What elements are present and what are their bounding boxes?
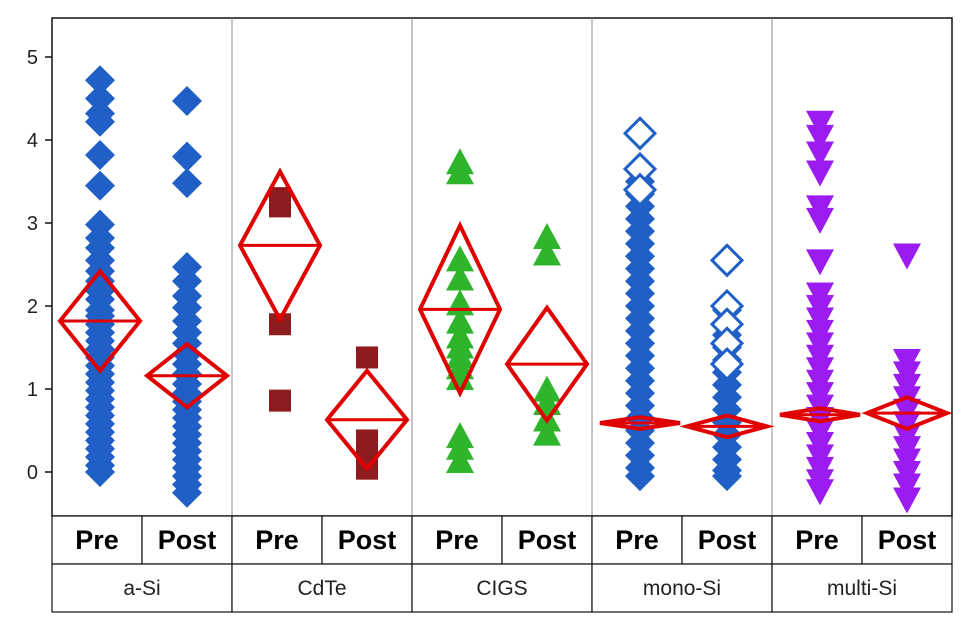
mean-diamond: [599, 415, 681, 431]
data-point: [172, 477, 202, 508]
group-label: CdTe: [297, 577, 346, 600]
period-label-pre: Pre: [795, 525, 839, 555]
mean-diamond: [861, 395, 953, 431]
group-label: CIGS: [476, 577, 527, 600]
mean-diamond: [779, 406, 861, 424]
data-point: [85, 170, 115, 201]
data-point: [446, 433, 474, 460]
data-point: [446, 264, 474, 291]
data-point: [806, 160, 834, 187]
data-point: [446, 245, 474, 272]
period-label-pre: Pre: [255, 525, 299, 555]
data-point: [446, 158, 474, 185]
data-point: [893, 243, 921, 270]
data-point: [533, 419, 561, 446]
period-label-post: Post: [518, 525, 577, 555]
mean-diamond: [324, 367, 410, 472]
data-point: [85, 139, 115, 170]
period-label-pre: Pre: [75, 525, 119, 555]
data-point: [893, 487, 921, 514]
data-point: [172, 85, 202, 116]
data-point: [806, 141, 834, 168]
data-point: [622, 116, 658, 151]
data-point: [709, 346, 745, 382]
data-point: [533, 222, 561, 249]
y-tick-label: 0: [27, 462, 38, 484]
period-label-pre: Pre: [435, 525, 479, 555]
mean-diamond: [57, 267, 143, 374]
group-label: multi-Si: [827, 577, 897, 600]
data-point: [85, 106, 115, 137]
plot-frame: [51, 17, 953, 517]
data-point: [533, 375, 561, 402]
data-point: [269, 313, 291, 336]
y-tick-label: 4: [27, 130, 38, 152]
period-label-post: Post: [338, 525, 397, 555]
period-label-post: Post: [158, 525, 217, 555]
period-cell: [501, 515, 593, 565]
y-tick-label: 1: [27, 379, 38, 401]
data-point: [446, 364, 474, 391]
data-point: [85, 65, 115, 96]
data-point: [622, 172, 658, 207]
data-point: [806, 110, 834, 137]
group-label: a-Si: [123, 577, 160, 600]
data-point: [533, 239, 561, 266]
data-point: [806, 124, 834, 151]
period-cell: [231, 515, 323, 565]
mean-diamond: [417, 220, 503, 398]
data-point: [269, 195, 291, 218]
data-point: [806, 249, 834, 276]
period-label-post: Post: [698, 525, 757, 555]
data-point: [625, 461, 655, 492]
period-label-pre: Pre: [615, 525, 659, 555]
period-cell: [51, 515, 143, 565]
data-point: [893, 473, 921, 500]
y-tick-label: 2: [27, 296, 38, 318]
y-tick-label: 5: [27, 47, 38, 69]
data-point: [269, 389, 291, 412]
data-point: [172, 141, 202, 172]
mean-diamond: [143, 341, 231, 410]
period-label-post: Post: [878, 525, 937, 555]
mean-diamond: [679, 413, 775, 440]
data-point: [172, 168, 202, 199]
group-cell: [231, 563, 413, 613]
data-point: [709, 243, 745, 278]
period-cell: [771, 515, 863, 565]
mean-diamond: [237, 167, 323, 324]
data-point: [712, 461, 742, 492]
data-point: [356, 346, 378, 369]
data-point: [85, 457, 115, 487]
group-label: mono-Si: [643, 577, 721, 600]
group-cell: [591, 563, 773, 613]
data-point: [446, 447, 474, 474]
data-point: [806, 207, 834, 234]
period-cell: [681, 515, 773, 565]
data-point: [806, 479, 834, 506]
group-cell: [771, 563, 953, 613]
mean-diamond: [504, 304, 590, 424]
y-tick-label: 3: [27, 213, 38, 235]
period-cell: [141, 515, 233, 565]
data-point: [446, 307, 474, 334]
